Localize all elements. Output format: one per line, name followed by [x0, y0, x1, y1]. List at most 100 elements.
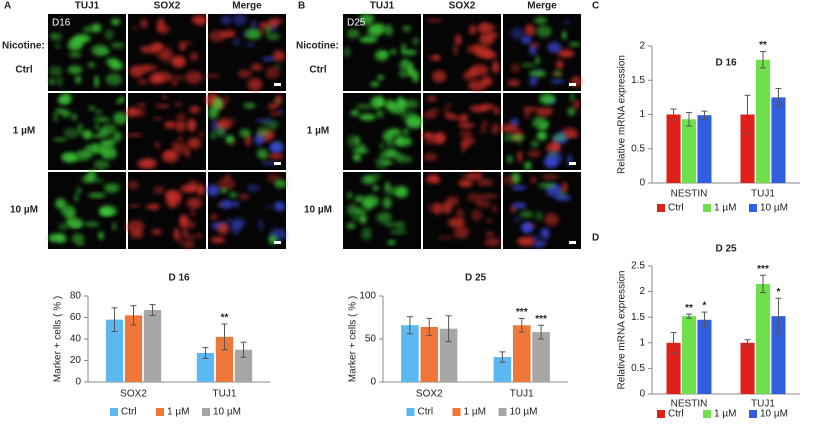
stain [175, 101, 182, 107]
stain [57, 234, 67, 244]
stain [182, 227, 188, 238]
stain [58, 222, 68, 232]
stain [93, 117, 110, 122]
stain [541, 174, 560, 180]
image-tag: D25 [347, 18, 366, 29]
stain [564, 19, 570, 26]
stain [543, 157, 558, 169]
stain [511, 63, 520, 73]
stain [357, 144, 366, 150]
chart-title: D 25 [715, 244, 737, 255]
stain [569, 92, 575, 102]
stain [251, 20, 257, 30]
significance: *** [535, 314, 547, 325]
stain [529, 70, 547, 78]
stain [217, 222, 229, 235]
stain [220, 15, 232, 25]
legend-label: 10 µM [760, 203, 788, 214]
stain [480, 194, 498, 199]
bar [771, 97, 786, 183]
stain [50, 33, 56, 37]
stain [426, 95, 437, 102]
stain [535, 111, 551, 118]
bar [420, 326, 439, 382]
stain [385, 140, 396, 147]
stain [266, 33, 280, 41]
micrograph [126, 172, 206, 249]
stain [91, 23, 102, 33]
stain [87, 62, 96, 68]
stain [196, 20, 207, 27]
column-header: Merge [527, 1, 557, 12]
stain [165, 190, 182, 203]
stain [136, 103, 147, 107]
bar [666, 342, 681, 394]
stain [398, 71, 409, 78]
bar [740, 114, 755, 183]
stain [220, 187, 228, 194]
stain [61, 152, 78, 163]
stain [154, 104, 171, 108]
x-tick-label: NESTIN [671, 399, 708, 410]
panel-letter: B [298, 1, 305, 12]
stain [366, 25, 381, 39]
stain [472, 43, 490, 55]
stain [94, 124, 100, 129]
stain [104, 29, 114, 40]
stain [361, 227, 372, 241]
stain [56, 76, 63, 87]
stain [125, 133, 143, 137]
legend-swatch [498, 408, 507, 416]
stain [210, 237, 226, 243]
y-tick-label: 100 [359, 291, 376, 302]
panel-letter: A [4, 1, 11, 12]
bar [532, 332, 550, 382]
legend-swatch [156, 408, 164, 416]
stain [243, 31, 249, 36]
stain [93, 143, 98, 155]
stain [77, 122, 83, 135]
stain [402, 58, 408, 64]
stain [266, 205, 273, 209]
stain [453, 225, 469, 239]
stain [259, 22, 266, 35]
stain [511, 135, 525, 140]
stain [554, 194, 572, 201]
bar [755, 59, 771, 184]
significance: * [703, 301, 707, 312]
stain [479, 32, 495, 46]
stain [93, 178, 104, 183]
stain [223, 95, 230, 104]
stain [573, 99, 580, 110]
stain [68, 52, 82, 58]
stain [94, 75, 99, 88]
panel-letter: D [592, 233, 599, 244]
micrograph [128, 14, 207, 91]
legend-swatch [452, 408, 461, 416]
significance: ** [685, 303, 693, 314]
stain [529, 75, 538, 87]
stain [481, 121, 489, 127]
stain [469, 105, 488, 113]
stain [157, 18, 165, 31]
stain [97, 49, 111, 55]
stain [471, 209, 483, 222]
legend-label: 10 µM [760, 409, 788, 420]
stain [129, 65, 146, 78]
stain [185, 234, 196, 240]
stain [531, 140, 539, 148]
micrograph [125, 93, 206, 170]
stain [343, 46, 351, 58]
x-tick-label: SOX2 [416, 389, 443, 400]
stain [463, 136, 475, 145]
stain [394, 155, 413, 163]
stain [523, 106, 539, 112]
x-tick-label: TUJ1 [751, 399, 775, 410]
stain [113, 131, 122, 141]
y-axis-label: Marker + cells ( % ) [348, 296, 359, 382]
stain [135, 107, 145, 118]
y-tick-label: 2 [639, 41, 645, 52]
stain [243, 102, 256, 109]
stain [93, 159, 110, 170]
stain [459, 129, 473, 139]
